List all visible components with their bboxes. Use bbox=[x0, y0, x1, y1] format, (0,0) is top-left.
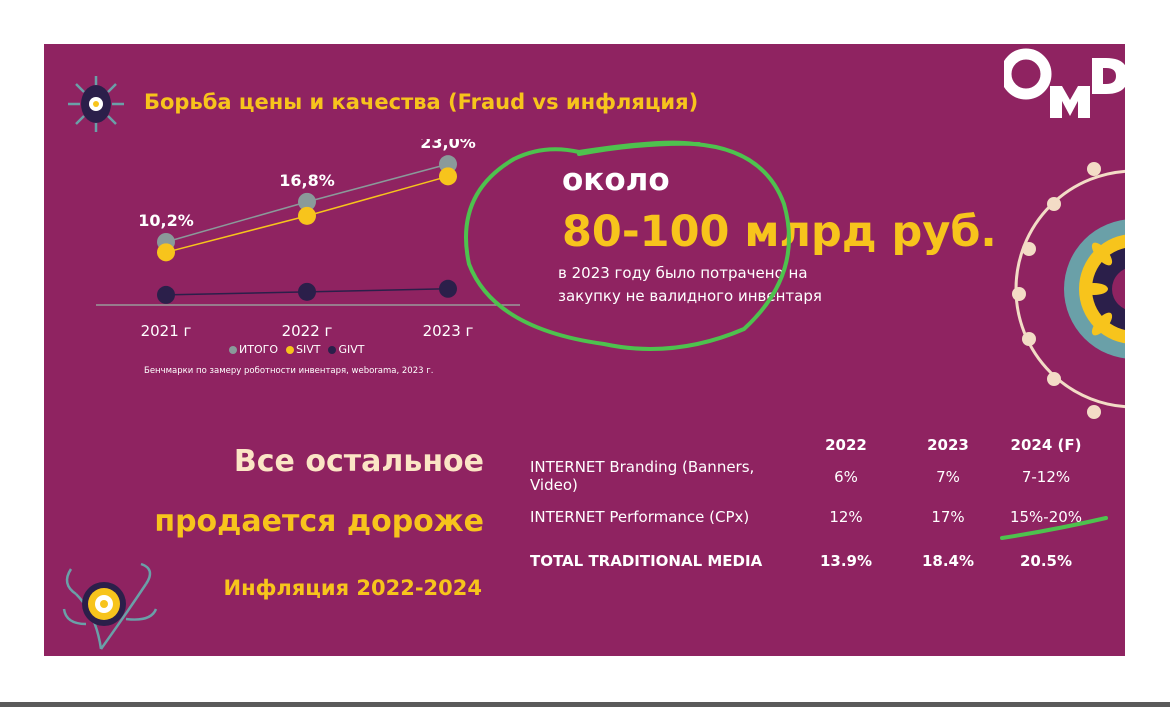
x-tick-label-2: 2023 г bbox=[423, 322, 474, 339]
data-label-2: 23,0% bbox=[420, 139, 476, 152]
flower-stem-ornament-icon bbox=[62, 562, 158, 650]
cell-branding-2022: 6% bbox=[834, 468, 858, 486]
chart-source-note: Бенчмарки по замеру роботности инвентаря… bbox=[144, 366, 434, 376]
chart-legend: ИТОГО SIVT GIVT bbox=[229, 343, 364, 356]
data-point-1-0 bbox=[157, 243, 175, 262]
bottom-divider bbox=[0, 702, 1170, 707]
cell-performance-2022: 12% bbox=[829, 508, 863, 526]
inflation-table: 2022 2023 2024 (F) INTERNET Branding (Ba… bbox=[530, 436, 1120, 586]
table-row: INTERNET Branding (Banners, Video) 6% 7%… bbox=[530, 458, 1110, 498]
headline-line-2: продается дороже bbox=[154, 504, 484, 539]
circle-annotation-tail bbox=[577, 141, 701, 156]
data-label-1: 16,8% bbox=[279, 171, 335, 190]
table-row: TOTAL TRADITIONAL MEDIA 13.9% 18.4% 20.5… bbox=[530, 552, 1110, 592]
fraud-line-chart: 10,2% 16,8% 23,0% 2021 г 2022 г 2023 г bbox=[96, 139, 520, 339]
row-label-branding: INTERNET Branding (Banners, Video) bbox=[530, 458, 755, 494]
legend-item-sivt: SIVT bbox=[285, 343, 321, 356]
cell-branding-2024: 7-12% bbox=[1021, 468, 1071, 486]
data-point-0-1 bbox=[298, 192, 316, 211]
x-tick-label-1: 2022 г bbox=[282, 322, 333, 339]
mandala-ornament-icon bbox=[1012, 162, 1125, 419]
legend-label-givt: GIVT bbox=[338, 343, 365, 356]
presentation-slide: Борьба цены и качества (Fraud vs инфляци… bbox=[44, 44, 1125, 656]
cell-branding-2023: 7% bbox=[936, 468, 960, 486]
legend-label-total: ИТОГО bbox=[239, 343, 278, 356]
data-point-2-2 bbox=[439, 279, 457, 298]
data-point-1-2 bbox=[439, 167, 457, 186]
fraud-amount: 80-100 млрд руб. bbox=[562, 207, 997, 257]
omd-logo-icon bbox=[1004, 48, 1125, 118]
table-header-2022: 2022 bbox=[825, 436, 867, 454]
flower-ornament-icon bbox=[68, 76, 124, 132]
table-header-2024: 2024 (F) bbox=[1010, 436, 1082, 454]
headline-line-3: Инфляция 2022-2024 bbox=[223, 576, 482, 600]
row-label-performance: INTERNET Performance (CPx) bbox=[530, 508, 750, 526]
cell-performance-2024: 15%-20% bbox=[1009, 508, 1083, 526]
table-header-2023: 2023 bbox=[927, 436, 969, 454]
x-tick-label-0: 2021 г bbox=[141, 322, 192, 339]
approx-label: около bbox=[562, 162, 670, 198]
table-header-row: 2022 2023 2024 (F) bbox=[530, 436, 1110, 476]
legend-label-sivt: SIVT bbox=[295, 343, 321, 356]
data-point-2-0 bbox=[157, 285, 175, 304]
data-label-0: 10,2% bbox=[138, 211, 194, 230]
amount-description: в 2023 году было потрачено на закупку не… bbox=[558, 264, 822, 305]
data-point-1-1 bbox=[298, 206, 316, 225]
cell-performance-2023: 17% bbox=[931, 508, 965, 526]
cell-traditional-2024: 20.5% bbox=[1019, 552, 1073, 570]
table-row: INTERNET Performance (CPx) 12% 17% 15%-2… bbox=[530, 508, 1110, 548]
data-point-2-1 bbox=[298, 282, 316, 301]
cell-traditional-2022: 13.9% bbox=[819, 552, 873, 570]
legend-item-total: ИТОГО bbox=[229, 343, 278, 356]
headline-line-1: Все остальное bbox=[233, 444, 484, 479]
slide-title: Борьба цены и качества (Fraud vs инфляци… bbox=[144, 90, 699, 114]
row-label-traditional: TOTAL TRADITIONAL MEDIA bbox=[530, 552, 763, 570]
cell-traditional-2023: 18.4% bbox=[921, 552, 975, 570]
legend-item-givt: GIVT bbox=[328, 343, 364, 356]
